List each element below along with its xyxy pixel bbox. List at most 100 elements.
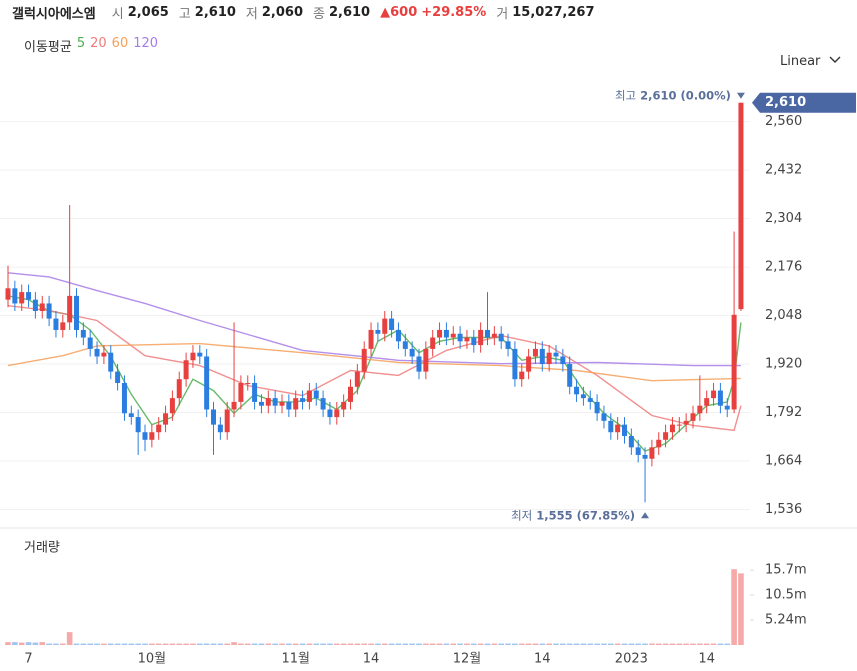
candle-body: [334, 409, 340, 418]
candle-body: [46, 303, 52, 319]
candle-body: [245, 382, 251, 384]
candle-body: [532, 348, 538, 357]
candle-body: [361, 348, 367, 372]
volume-bar: [703, 643, 710, 645]
y-tick-label: 2,560: [765, 114, 802, 129]
volume-bar: [39, 642, 46, 645]
candle-body: [669, 424, 675, 433]
volume-bar: [429, 643, 436, 645]
candle-body: [608, 420, 614, 433]
stat-value: 2,065: [127, 4, 169, 20]
candle-body: [74, 295, 79, 330]
x-tick-label: 14: [534, 652, 551, 667]
volume-bar: [354, 643, 361, 645]
candle-body: [94, 348, 100, 357]
volume-bar: [594, 643, 600, 645]
candle-body: [457, 333, 463, 342]
candle-body: [5, 288, 11, 300]
volume-bar: [361, 643, 367, 645]
candle-body: [738, 102, 744, 310]
ma-legend-entry: 20: [90, 36, 107, 51]
candle-body: [341, 401, 347, 410]
volume-bar: [388, 643, 395, 645]
candle-body: [615, 424, 621, 433]
volume-bar: [368, 643, 374, 645]
scale-dropdown[interactable]: Linear: [780, 54, 841, 69]
header: 갤럭시아에스엠 시 2,065 고 2,610 저 2,060 종 2,610 ▲600…: [12, 2, 601, 22]
volume-bar: [80, 643, 87, 645]
volume-bar: [190, 643, 196, 645]
candle-body: [505, 341, 511, 349]
volume-bar: [87, 643, 93, 645]
volume-bar: [601, 643, 607, 645]
volume-bar: [738, 573, 744, 645]
candle-body: [416, 356, 422, 372]
volume-bar: [731, 569, 737, 645]
volume-bar: [32, 642, 39, 645]
volume-bar: [258, 643, 265, 645]
volume-bar: [724, 643, 731, 645]
volume-bar: [491, 643, 498, 645]
y-tick-label: 2,176: [765, 260, 802, 275]
volume-bar: [484, 643, 491, 645]
price-tag: [752, 92, 856, 113]
volume-bar: [327, 643, 333, 645]
volume-bar: [73, 643, 80, 645]
volume-bar: [203, 643, 210, 645]
change-pct: +29.85%: [421, 4, 487, 20]
candle-body: [622, 424, 627, 436]
candle-body: [231, 401, 237, 410]
volume-bar: [649, 643, 655, 645]
candle-body: [697, 405, 703, 414]
candle-body: [101, 352, 107, 357]
candle-body: [135, 417, 141, 433]
stat-value: 2,610: [194, 4, 236, 20]
volume-bar: [292, 643, 299, 645]
volume-bar: [142, 643, 148, 645]
candle-body: [32, 299, 38, 312]
volume-tick-label: 15.7m: [765, 563, 807, 578]
candle-body: [587, 398, 593, 402]
candle-body: [437, 329, 443, 338]
candle-body: [60, 322, 66, 330]
low-note: 최저 1,555 (67.85%): [511, 508, 635, 522]
candle-body: [553, 352, 559, 357]
candle-body: [485, 329, 490, 338]
candle-body: [163, 413, 169, 425]
volume-bar: [224, 643, 230, 645]
candle-body: [717, 390, 723, 406]
candle-body: [471, 337, 477, 346]
volume-bar: [313, 643, 320, 645]
volume-bar: [238, 643, 244, 645]
volume-bar: [334, 643, 340, 645]
candle-body: [368, 329, 374, 349]
volume-bar: [340, 643, 347, 645]
volume-bar: [66, 632, 73, 645]
candle-body: [12, 288, 18, 304]
candle-body: [690, 413, 696, 421]
volume-bar: [244, 643, 251, 645]
y-tick-label: 1,792: [765, 405, 802, 420]
candle-body: [574, 386, 580, 395]
ma-line: [7, 295, 742, 452]
candle-body: [121, 382, 127, 414]
volume-bar: [683, 643, 689, 645]
stat-value: 15,027,267: [512, 4, 595, 20]
candle-body: [286, 401, 292, 410]
candle-body: [491, 333, 497, 338]
volume-bar: [450, 643, 457, 645]
volume-bar: [135, 643, 141, 645]
volume-bar: [690, 643, 696, 645]
high-note-text: 2,610 (0.00%): [640, 88, 731, 102]
candle-body: [204, 356, 210, 410]
volume-bar: [471, 643, 477, 645]
volume-bar: [402, 643, 409, 645]
y-tick-label: 1,664: [765, 453, 802, 468]
candle-body: [567, 364, 573, 387]
volume-bar: [477, 643, 484, 645]
volume-bar: [436, 643, 443, 645]
price-tag-label: 2,610: [765, 95, 806, 110]
